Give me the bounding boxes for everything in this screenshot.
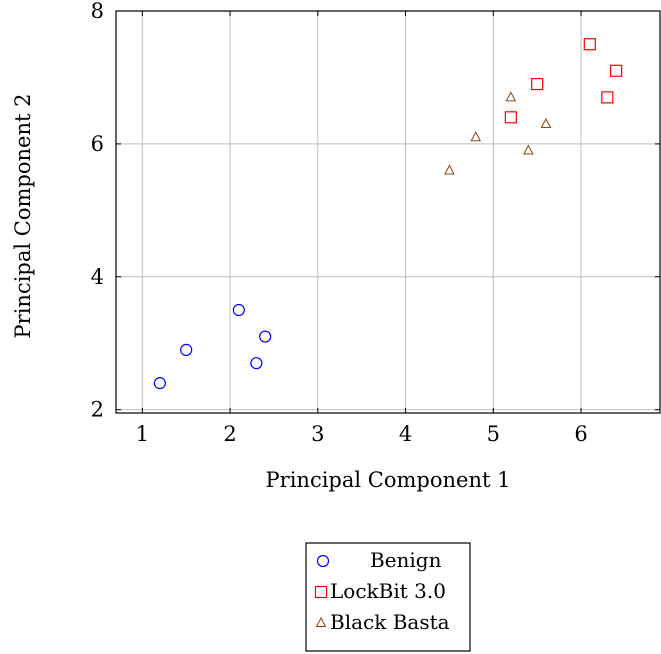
data-point-triangle: [540, 117, 552, 128]
data-point-square: [583, 38, 596, 51]
axis-ticks: 1 2 3 4 5 6 2 4 6 8: [91, 0, 660, 446]
y-tick-label: 6: [91, 132, 104, 156]
data-point-circle: [153, 376, 166, 390]
data-point-square: [610, 64, 623, 77]
data-point-square: [531, 77, 544, 91]
x-tick-label: 5: [487, 422, 500, 446]
y-tick-label: 8: [91, 0, 104, 23]
legend: Benign LockBit 3.0 Black Basta: [305, 542, 471, 652]
data-point-triangle: [505, 91, 517, 102]
grid-lines: [116, 10, 660, 413]
data-point-triangle: [444, 164, 455, 175]
data-point-triangle: [523, 144, 534, 155]
legend-marker-triangle: [315, 616, 327, 627]
data-point-circle: [180, 343, 193, 356]
x-axis-label: Principal Component 1: [266, 468, 511, 492]
x-tick-label: 6: [574, 422, 587, 446]
data-point-circle: [259, 330, 272, 343]
x-tick-label: 4: [399, 422, 412, 446]
x-tick-label: 3: [311, 422, 324, 446]
data-point-square: [504, 111, 517, 124]
legend-entry-label: Benign: [370, 548, 442, 572]
data-point-circle: [232, 303, 245, 317]
legend-frame: [305, 542, 471, 652]
y-axis-label: Principal Component 2: [11, 94, 35, 339]
data-point-circle: [250, 357, 263, 370]
legend-entry-label: LockBit 3.0: [330, 579, 446, 603]
legend-marker-circle: [316, 554, 330, 568]
x-tick-label: 2: [223, 422, 236, 446]
y-tick-label: 4: [91, 265, 104, 289]
data-marks: [153, 38, 623, 390]
data-point-triangle: [470, 131, 482, 142]
legend-marker-square: [314, 585, 328, 599]
x-tick-label: 1: [136, 422, 149, 446]
plot-frame: [115, 10, 661, 414]
legend-entry-label: Black Basta: [330, 610, 450, 634]
data-point-square: [601, 91, 614, 104]
y-tick-label: 2: [91, 398, 104, 422]
